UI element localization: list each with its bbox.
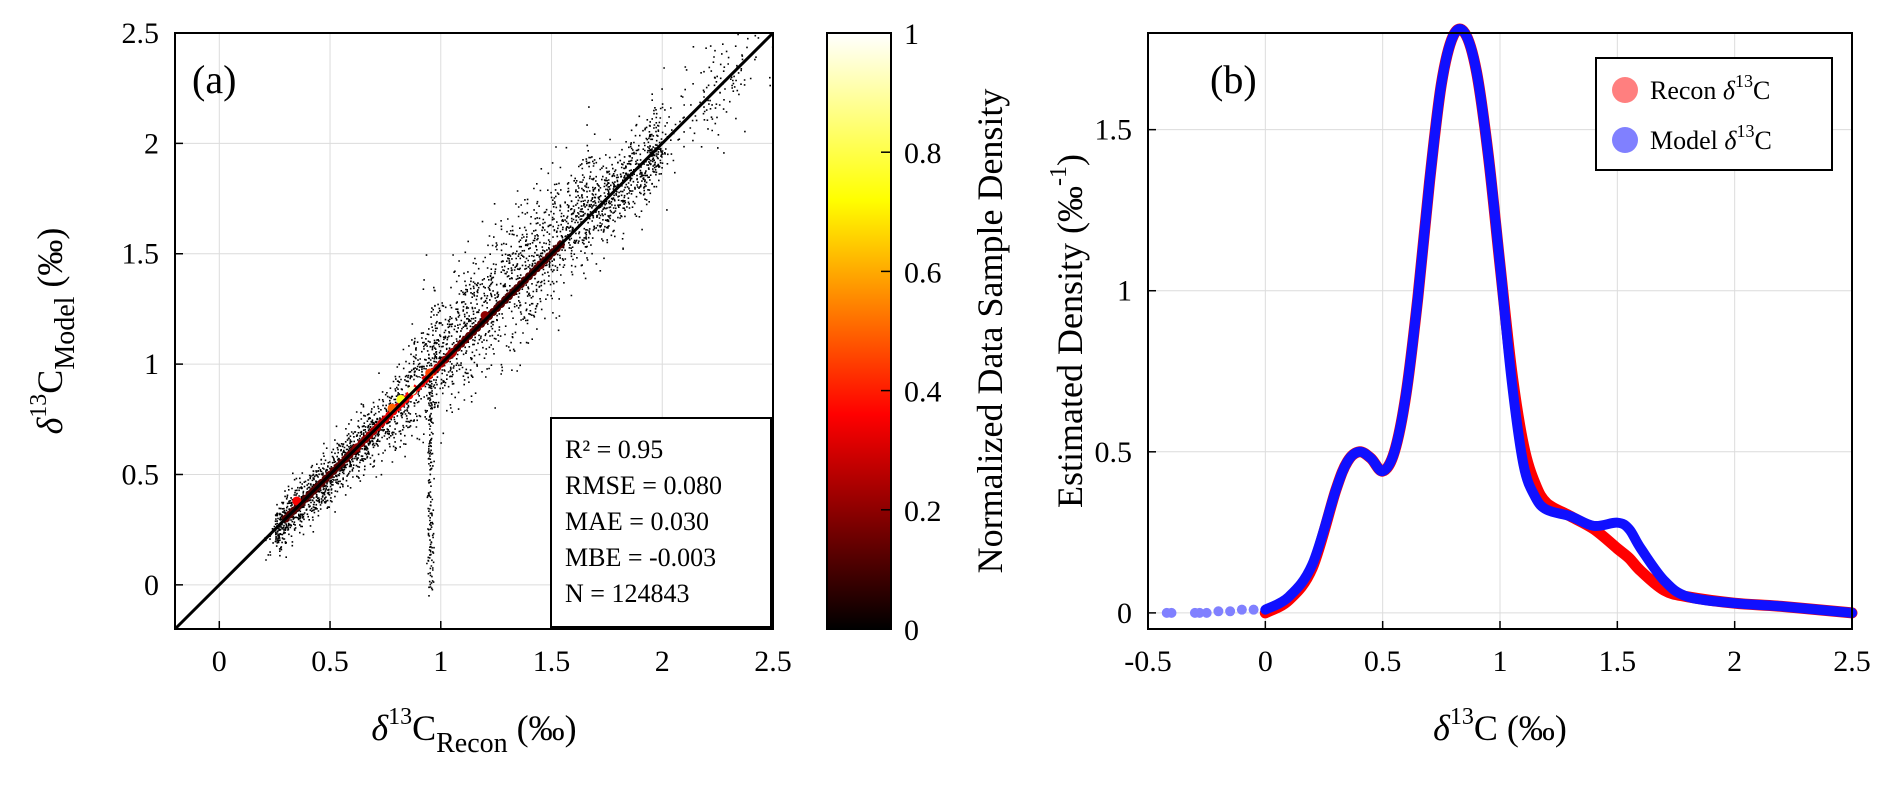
- colorbar-tick-label: 0.6: [904, 256, 942, 289]
- x-tick-label: 2: [1727, 645, 1742, 678]
- model-tail-point: [1213, 606, 1224, 617]
- model-density-tail: [1161, 604, 1259, 618]
- density-hotspot: [425, 368, 435, 378]
- stat-mbe: MBE = -0.003: [565, 543, 716, 572]
- one-to-one-line: [173, 31, 775, 631]
- density-hotspot: [292, 496, 302, 506]
- panel-b-y-ticks: 0 0.5 1 1.5: [1095, 114, 1156, 630]
- model-tail-point: [1166, 607, 1177, 618]
- y-tick-label: 1: [1117, 275, 1132, 308]
- panel-a-x-label: δ13CRecon (‰): [371, 704, 576, 759]
- stat-rmse: RMSE = 0.080: [565, 471, 722, 500]
- panel-a-y-ticks: 0 0.5 1 1.5 2 2.5: [122, 17, 183, 602]
- panel-b-x-label: δ13C (‰): [1433, 704, 1567, 748]
- stat-r2: R² = 0.95: [565, 435, 663, 464]
- model-tail-point: [1236, 604, 1247, 615]
- y-tick-label: 1.5: [1095, 114, 1133, 147]
- y-tick-label: 0.5: [1095, 436, 1133, 469]
- x-tick-label: 0: [212, 645, 227, 678]
- colorbar-gradient: [826, 32, 892, 630]
- model-tail-point: [1201, 607, 1212, 618]
- y-tick-label: 2: [144, 127, 159, 160]
- panel-a-x-ticks: 0 0.5 1 1.5 2 2.5: [212, 621, 792, 678]
- x-tick-label: 0: [1258, 645, 1273, 678]
- x-tick-label: 2.5: [754, 645, 792, 678]
- y-tick-label: 0: [144, 569, 159, 602]
- panel-a-y-label: δ13CModel (‰): [26, 228, 81, 435]
- y-tick-label: 2.5: [122, 17, 160, 50]
- x-tick-label: -0.5: [1124, 645, 1172, 678]
- legend-box: [1595, 57, 1833, 171]
- legend-recon-label: Recon δ13C: [1650, 71, 1770, 105]
- panel-a-scatter: 0 0.5 1 1.5 2 2.5 00.511.522.5 (a) R² = 0.95 …: [26, 17, 792, 759]
- x-tick-label: 1.5: [533, 645, 571, 678]
- colorbar-label: Normalized Data Sample Density: [970, 89, 1010, 574]
- x-tick-label: 0.5: [1364, 645, 1402, 678]
- colorbar-tick-label: 0.4: [904, 376, 942, 409]
- stat-n: N = 124843: [565, 579, 689, 608]
- legend-model-marker: [1612, 127, 1638, 153]
- x-tick-label: 2.5: [1833, 645, 1871, 678]
- model-tail-point: [1248, 604, 1259, 615]
- y-tick-label: 0.5: [122, 458, 160, 491]
- x-tick-label: 2: [655, 645, 670, 678]
- x-tick-label: 1.5: [1599, 645, 1637, 678]
- model-density-line: [1260, 24, 1857, 618]
- y-tick-label: 1.5: [122, 238, 160, 271]
- colorbar-tick-label: 0: [904, 614, 919, 647]
- panel-a-axes-box: [174, 32, 774, 630]
- model-tail-point: [1225, 606, 1236, 617]
- x-tick-label: 0.5: [311, 645, 349, 678]
- panel-b-y-label: Estimated Density (‰-1): [1046, 154, 1090, 508]
- stats-box: [550, 417, 772, 628]
- colorbar-ticks: 0 0.2 0.4 0.6 0.8 1: [881, 18, 942, 647]
- x-tick-label: 1: [433, 645, 448, 678]
- legend-recon-marker: [1612, 77, 1638, 103]
- x-tick-label: 1: [1493, 645, 1508, 678]
- model-tail-point: [1194, 607, 1205, 618]
- colorbar-tick-label: 0.2: [904, 495, 942, 528]
- panel-a-label: (a): [192, 57, 236, 102]
- density-hotspot: [407, 386, 417, 396]
- panel-b-x-ticks: -0.5 0 0.5 1 1.5 2 2.5: [1124, 621, 1871, 678]
- stat-mae: MAE = 0.030: [565, 507, 709, 536]
- legend-model-label: Model δ13C: [1650, 121, 1772, 155]
- panel-b-density: -0.5 0 0.5 1 1.5 2 2.5 0 0.5 1 1.5 (b) Recon δ13C…: [1046, 23, 1871, 748]
- colorbar-tick-label: 1: [904, 18, 919, 51]
- colorbar-tick-label: 0.8: [904, 137, 942, 170]
- y-tick-label: 0: [1117, 597, 1132, 630]
- colorbar: 0 0.2 0.4 0.6 0.8 1 Normalized Data Sample De…: [826, 18, 1010, 647]
- panel-b-label: (b): [1210, 57, 1257, 102]
- y-tick-label: 1: [144, 348, 159, 381]
